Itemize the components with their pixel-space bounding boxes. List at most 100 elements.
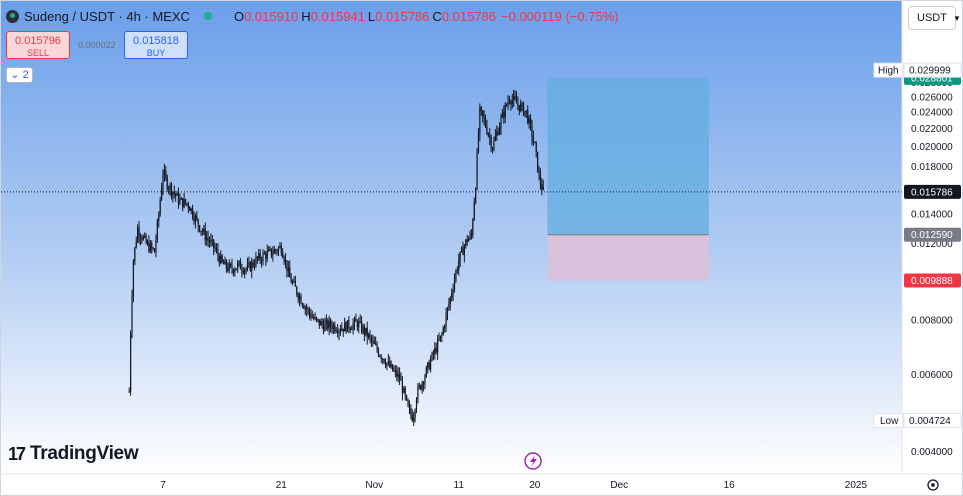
candle-body — [152, 247, 154, 249]
candle-body — [208, 240, 211, 243]
candle-body — [451, 293, 453, 298]
candle-body — [418, 385, 420, 388]
close-label: C — [432, 8, 442, 24]
high-label: H — [301, 8, 311, 24]
candle-body — [317, 318, 319, 320]
tradingview-logo[interactable]: 17 TradingView — [8, 443, 139, 465]
candle-body — [201, 230, 204, 232]
candle-body — [266, 251, 268, 259]
candle-body — [269, 248, 271, 250]
candle-body — [460, 247, 463, 252]
candle-body — [534, 141, 536, 144]
candle-body — [265, 253, 267, 259]
candle-body — [160, 188, 163, 200]
sell-button[interactable]: 0.015796 SELL — [6, 31, 70, 59]
candle-body — [424, 376, 426, 385]
high-price-bg — [903, 62, 962, 78]
candle-body — [379, 355, 381, 357]
candle-body — [445, 313, 447, 327]
candle-body — [383, 358, 385, 363]
time-axis-tick-label: Nov — [365, 480, 383, 491]
candle-body — [158, 214, 160, 222]
candle-body — [444, 326, 446, 328]
candle-body — [218, 255, 220, 264]
candle-body — [335, 330, 337, 332]
candle-body — [437, 339, 439, 353]
candle-body — [496, 131, 498, 137]
candle-body — [442, 327, 444, 335]
candle-body — [345, 322, 347, 332]
candle-body — [138, 227, 140, 237]
price-axis-tick-label: 0.014000 — [911, 210, 953, 221]
time-axis-tick-label: 21 — [276, 480, 288, 491]
candle-body — [132, 261, 135, 297]
candle-body — [465, 239, 467, 247]
candle-body — [166, 176, 168, 189]
candle-body — [176, 192, 178, 196]
open-value: 0.015910 — [244, 8, 299, 24]
candle-body — [300, 296, 302, 304]
candle-body — [521, 103, 523, 105]
candle-body — [407, 399, 409, 407]
candle-body — [189, 207, 191, 212]
indicators-collapse-button[interactable]: ⌄ 2 — [6, 67, 33, 83]
candle-body — [524, 111, 526, 115]
candle-body — [535, 143, 537, 152]
candle-body — [275, 249, 277, 251]
currency-select[interactable]: USDT ▼ — [908, 6, 961, 30]
candle-body — [432, 352, 434, 355]
candle-body — [372, 340, 374, 342]
low-label: L — [367, 8, 376, 24]
high-marker-bg — [873, 62, 904, 78]
candle-body — [515, 98, 518, 104]
candle-body — [517, 103, 519, 106]
candle-body — [417, 387, 419, 400]
candle-body — [410, 407, 412, 415]
candle-body — [222, 261, 225, 265]
candle-body — [239, 261, 242, 270]
stop-price-label: 0.009888 — [911, 276, 953, 287]
candle-body — [453, 279, 456, 290]
candle-body — [489, 135, 491, 138]
candle-body — [529, 117, 532, 125]
time-axis-tick-label: 20 — [529, 480, 541, 491]
market-open-status-icon — [203, 12, 212, 20]
candle-body — [491, 148, 494, 150]
candle-body — [234, 270, 236, 273]
entry-price-label-bg — [904, 227, 961, 242]
candle-body — [459, 251, 461, 261]
candle-body — [215, 249, 218, 251]
candle-body — [151, 243, 153, 248]
candle-body — [199, 225, 201, 232]
price-axis-tick-label: 0.004000 — [911, 447, 953, 458]
candle-body — [196, 215, 198, 220]
candle-body — [494, 136, 496, 141]
position-loss-zone[interactable] — [547, 234, 709, 281]
candle-body — [162, 174, 164, 189]
candle-body — [456, 269, 458, 271]
settings-gear-icon[interactable] — [927, 479, 939, 491]
time-axis-tick-label: 16 — [724, 480, 736, 491]
candle-body — [338, 330, 340, 333]
candle-body — [283, 257, 285, 262]
candle-body — [328, 320, 330, 329]
position-profit-zone[interactable] — [547, 77, 709, 235]
candle-body — [355, 318, 357, 322]
high-marker-label: High — [878, 66, 899, 77]
candle-body — [342, 328, 344, 332]
candle-body — [203, 229, 205, 232]
candle-body — [308, 309, 311, 314]
candle-body — [238, 261, 240, 264]
candle-body — [291, 282, 294, 284]
chevron-down-icon: ▼ — [952, 13, 961, 23]
candle-body — [368, 334, 370, 338]
candle-body — [235, 268, 237, 271]
buy-price: 0.015818 — [133, 35, 179, 47]
buy-button[interactable]: 0.015818 BUY — [124, 31, 188, 59]
candle-body — [306, 307, 308, 310]
candle-body — [227, 267, 229, 271]
candle-body — [421, 382, 423, 390]
candle-body — [341, 328, 343, 331]
symbol-title[interactable]: Sudeng / USDT · 4h · MEXC — [24, 8, 190, 24]
